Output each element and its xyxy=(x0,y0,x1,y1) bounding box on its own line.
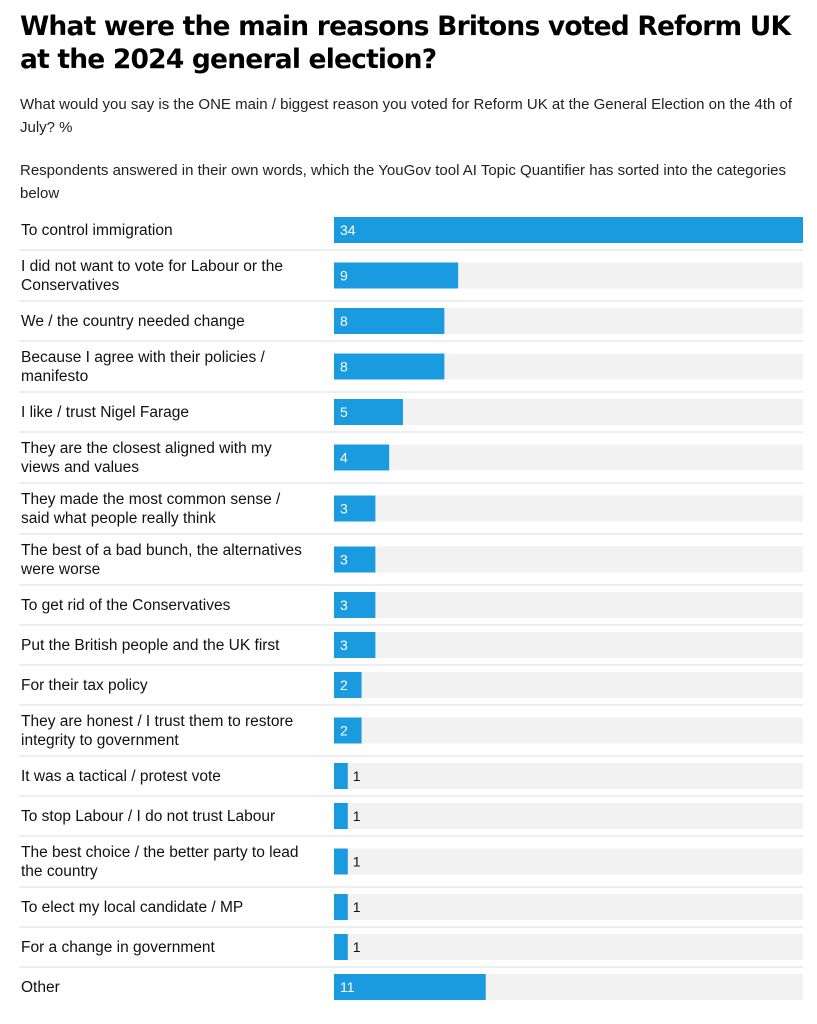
data-label: 9 xyxy=(340,268,348,284)
data-label: 34 xyxy=(340,222,356,238)
bar-track xyxy=(334,672,803,698)
bar xyxy=(334,848,348,875)
bar-track xyxy=(334,546,803,573)
row-label: It was a tactical / protest vote xyxy=(21,768,221,785)
row-label: The best of a bad bunch, the alternative… xyxy=(20,542,302,578)
data-label: 2 xyxy=(340,677,348,693)
bar xyxy=(334,632,376,658)
row-label: For their tax policy xyxy=(21,677,148,694)
row-label: We / the country needed change xyxy=(21,313,245,330)
data-label: 3 xyxy=(340,637,348,653)
bar-track xyxy=(334,717,803,744)
chart-title: What were the main reasons Britons voted… xyxy=(20,11,791,75)
data-label: 8 xyxy=(340,359,348,375)
bar xyxy=(334,262,459,289)
data-label: 8 xyxy=(340,313,348,329)
bar-track xyxy=(334,592,803,618)
bar-track xyxy=(334,495,803,522)
chart-subtitle: What would you say is the ONE main / big… xyxy=(20,96,793,136)
row-label: Put the British people and the UK first xyxy=(21,637,280,654)
row-label: I like / trust Nigel Farage xyxy=(21,404,189,421)
data-label: 2 xyxy=(340,723,348,739)
bar xyxy=(334,803,348,829)
bar xyxy=(334,308,445,334)
row-label: They are the closest aligned with my view… xyxy=(21,440,272,476)
bar xyxy=(334,934,348,960)
bar xyxy=(334,217,803,243)
chart-note: Respondents answered in their own words,… xyxy=(20,162,787,202)
bar-track xyxy=(334,894,803,920)
data-label: 1 xyxy=(353,939,361,955)
bar xyxy=(334,592,376,618)
data-label: 3 xyxy=(340,597,348,613)
bar xyxy=(334,717,362,744)
bar-track xyxy=(334,848,803,875)
data-label: 1 xyxy=(353,768,361,784)
row-label: Because I agree with their policies / man… xyxy=(21,349,266,385)
bar-track xyxy=(334,444,803,471)
bar-track xyxy=(334,399,803,425)
row-label: For a change in government xyxy=(21,939,216,956)
row-label: They are honest / I trust them to restor… xyxy=(21,713,293,749)
bar xyxy=(334,444,390,471)
bar xyxy=(334,353,445,380)
row-label: The best choice / the better party to le… xyxy=(21,844,298,880)
row-label: I did not want to vote for Labour or the… xyxy=(21,258,283,294)
data-label: 1 xyxy=(353,854,361,870)
bar-track xyxy=(334,803,803,829)
data-label: 11 xyxy=(340,979,355,995)
bar xyxy=(334,399,403,425)
bar xyxy=(334,974,486,1000)
data-label: 1 xyxy=(353,899,361,915)
bar xyxy=(334,672,362,698)
bar-chart: To control immigration 34I did not want t… xyxy=(19,217,803,1000)
row-label: To control immigration xyxy=(21,222,173,239)
row-label: They made the most common sense / said wh… xyxy=(21,491,281,527)
row-label: To elect my local candidate / MP xyxy=(21,899,243,916)
bar xyxy=(334,495,376,522)
row-label: To get rid of the Conservatives xyxy=(21,597,231,614)
data-label: 5 xyxy=(340,404,348,420)
data-label: 1 xyxy=(353,808,361,824)
bar-track xyxy=(334,934,803,960)
data-label: 3 xyxy=(340,501,348,517)
bar xyxy=(334,546,376,573)
bar-track xyxy=(334,763,803,789)
bar xyxy=(334,763,348,789)
data-label: 3 xyxy=(340,552,348,568)
bar xyxy=(334,894,348,920)
bar-track xyxy=(334,632,803,658)
data-label: 4 xyxy=(340,450,348,466)
row-label: Other xyxy=(21,979,60,996)
row-label: To stop Labour / I do not trust Labour xyxy=(21,808,275,825)
